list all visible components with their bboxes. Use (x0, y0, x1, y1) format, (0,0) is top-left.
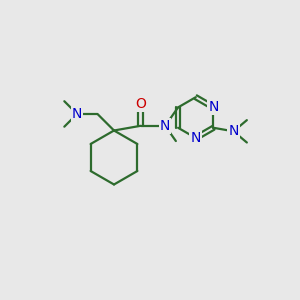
Text: N: N (72, 107, 82, 121)
Text: O: O (135, 97, 146, 111)
Text: N: N (208, 100, 219, 114)
Text: N: N (228, 124, 239, 138)
Text: N: N (160, 119, 170, 133)
Text: N: N (190, 131, 201, 145)
